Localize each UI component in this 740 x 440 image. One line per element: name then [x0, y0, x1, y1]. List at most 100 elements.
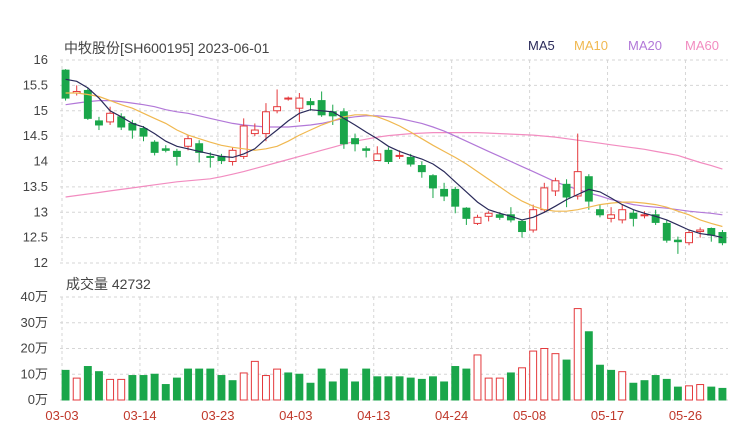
candle-down: [629, 212, 638, 219]
volume-bar-up: [239, 372, 248, 401]
volume-bar-up: [250, 360, 259, 401]
volume-tick-label: 40万: [21, 289, 48, 304]
candle-up: [685, 232, 693, 244]
volume-bar-up: [696, 384, 705, 401]
volume-bar-up: [473, 354, 482, 401]
price-tick-label: 13: [34, 204, 48, 219]
volume-bar-down: [718, 387, 727, 401]
candle-layer: [61, 69, 727, 254]
volume-bar-up: [106, 378, 115, 401]
volume-bar-up: [484, 377, 493, 401]
legend-ma10: MA10: [574, 38, 608, 53]
price-tick-label: 12: [34, 255, 48, 270]
date-tick-label: 03-14: [123, 408, 156, 423]
candle-down: [562, 183, 571, 198]
volume-bar-down: [328, 381, 337, 401]
volume-bar-down: [128, 375, 137, 401]
candle-up: [262, 111, 270, 135]
axis-layer: 16 15.5 15 14.5 14 13.5 13 12.5 12 40万 30万 20万 10万 0万…: [21, 52, 703, 423]
ma5-line: [65, 78, 723, 239]
candle-up: [239, 125, 248, 157]
price-tick-label: 15.5: [23, 77, 48, 92]
candle-up: [640, 214, 649, 217]
volume-bar-down: [440, 381, 449, 401]
volume-bar-down: [172, 377, 181, 401]
volume-bar-down: [651, 375, 660, 401]
volume-bar-down: [395, 376, 404, 401]
ma20-line: [65, 99, 723, 216]
candle-up: [529, 209, 538, 231]
candle-up: [228, 149, 237, 163]
candle-up: [540, 187, 549, 211]
volume-bar-down: [306, 382, 315, 401]
candle-down: [150, 141, 159, 153]
candle-up: [473, 216, 482, 224]
volume-bar-up: [72, 377, 81, 401]
volume-tick-label: 10万: [21, 366, 48, 381]
volume-bar-down: [451, 366, 460, 401]
volume-bar-down: [351, 381, 359, 401]
candle-up: [295, 97, 304, 109]
price-tick-label: 14.5: [23, 128, 48, 143]
candle-up: [573, 171, 582, 197]
volume-tick-label: 0万: [28, 392, 48, 407]
volume-bar-down: [284, 372, 293, 401]
volume-bar-down: [506, 372, 515, 401]
volume-bar-down: [161, 384, 170, 401]
volume-bar-up: [529, 350, 538, 401]
candle-up: [618, 209, 627, 221]
candle-up: [696, 229, 705, 233]
volume-bar-down: [295, 373, 304, 401]
candle-down: [429, 175, 437, 189]
candle-down: [206, 155, 215, 158]
candle-up: [106, 112, 115, 123]
volume-tick-label: 20万: [21, 341, 48, 356]
ma10-line: [65, 92, 723, 228]
price-tick-label: 16: [34, 52, 48, 67]
candle-up: [395, 154, 404, 157]
legend-ma5: MA5: [528, 38, 555, 53]
volume-bar-up: [495, 377, 504, 401]
volume-bar-down: [662, 378, 671, 401]
volume-bar-down: [707, 386, 716, 401]
legend-ma60: MA60: [685, 38, 719, 53]
volume-bar-down: [417, 378, 426, 401]
date-tick-label: 05-08: [513, 408, 546, 423]
volume-bar-down: [462, 368, 471, 401]
candle-down: [139, 128, 148, 137]
date-tick-label: 04-24: [435, 408, 468, 423]
legend-ma20-label: MA20: [628, 38, 662, 53]
candle-down: [384, 149, 393, 163]
volume-bar-down: [373, 376, 382, 401]
candle-down: [462, 207, 471, 219]
date-tick-label: 05-17: [591, 408, 624, 423]
volume-bar-up: [540, 348, 549, 401]
ma20-layer: [65, 99, 723, 216]
volume-bar-down: [607, 369, 616, 401]
date-tick-label: 03-23: [201, 408, 234, 423]
candle-down: [339, 111, 348, 145]
volume-bar-down: [95, 371, 103, 401]
volume-bar-down: [339, 368, 348, 401]
ma60-layer: [65, 132, 723, 198]
volume-tick-label: 30万: [21, 315, 48, 330]
volume-bar-up: [262, 375, 270, 401]
candle-up: [273, 106, 282, 112]
volume-bar-down: [317, 368, 326, 401]
volume-bar-up: [518, 367, 526, 401]
candle-down: [718, 232, 727, 244]
volume-bar-down: [384, 376, 393, 401]
candle-up: [373, 153, 382, 161]
volume-bar-down: [61, 369, 70, 401]
volume-bar-down: [217, 375, 226, 401]
candle-down: [351, 138, 359, 145]
volume-bar-down: [640, 380, 649, 401]
candle-down: [440, 188, 449, 197]
candle-up: [184, 138, 192, 147]
candle-down: [195, 143, 204, 153]
candle-up: [607, 214, 616, 219]
ma60-line: [65, 132, 723, 198]
candle-up: [250, 129, 259, 135]
volume-bar-up: [618, 371, 627, 401]
